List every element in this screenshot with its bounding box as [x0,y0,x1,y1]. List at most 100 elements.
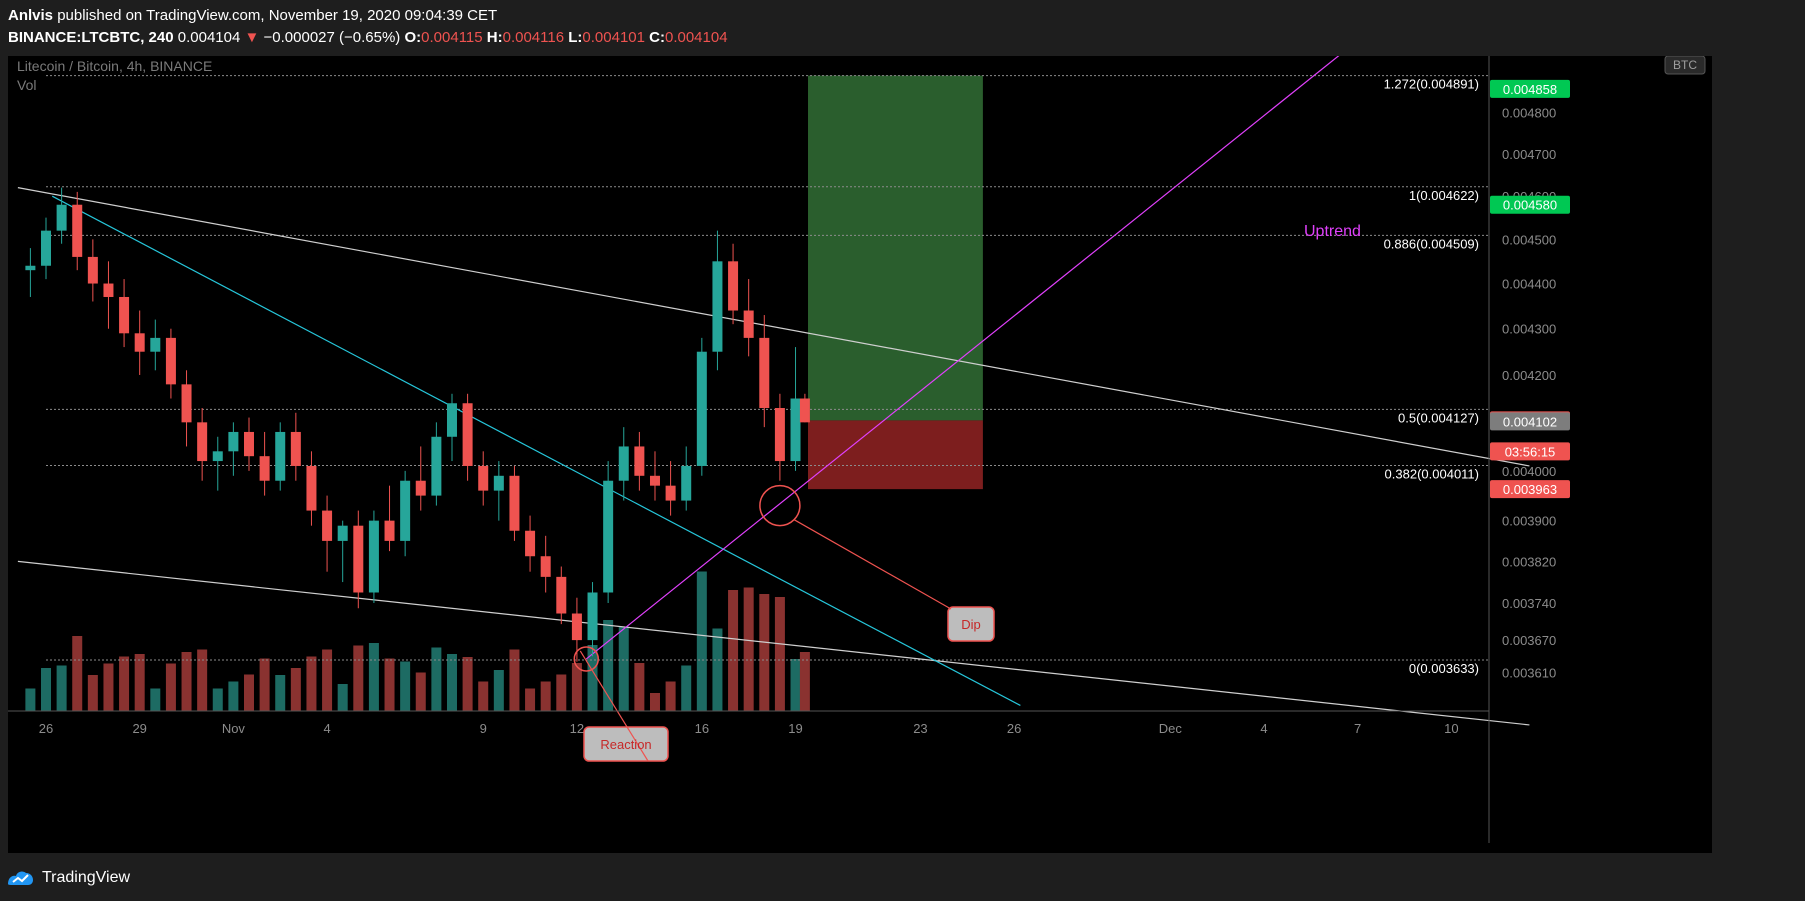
reaction-callout-label: Reaction [600,737,651,752]
candle-body [587,592,598,641]
chart-legend-title: Litecoin / Bitcoin, 4h, BINANCE [17,58,212,74]
target-zone [808,75,983,421]
volume-bar [25,688,36,711]
lower-channel-line [17,560,1530,726]
fib-level-label: 0.382(0.004011) [1385,466,1479,481]
candle-body [150,337,161,352]
volume-bar [540,681,551,711]
volume-bar [431,647,442,711]
volume-bar [41,668,51,711]
candle-body [25,265,36,271]
candle-body [259,456,270,481]
candle-body [712,261,723,352]
volume-bar [134,654,145,711]
close-value: 0.004104 [664,29,728,46]
volume-bar [56,665,67,711]
volume-legend: Vol [17,77,36,93]
candle-body [462,403,473,466]
volume-bar [681,665,692,711]
price-axis-label-box [1490,480,1570,499]
candle-body [790,398,801,462]
price-axis-tick: 0.004700 [1502,147,1556,162]
volume-bar [509,649,520,711]
candle-body [493,475,504,491]
candle-body [87,256,98,284]
volume-bar [259,658,270,711]
fib-levels: 1.272(0.004891) 1(0.004622) 0.886(0.004509… [46,75,1489,676]
high-label: H: [486,29,503,46]
price-axis-tick: 0.003610 [1502,666,1556,681]
author-name[interactable]: Anlvis [8,7,54,24]
volume-bar [165,663,176,711]
price-axis-label: 03:56:15 [1505,444,1556,459]
close-label: C: [649,29,665,46]
price-axis-label: 0.004858 [1503,82,1557,97]
price-axis-label-box [1490,195,1570,214]
reaction-callout-box [583,726,669,762]
high-value: 0.004116 [502,29,565,46]
fib-level-label: 1.272(0.004891) [1384,77,1479,92]
volume-bar [759,594,770,711]
time-axis-tick: 23 [913,721,927,736]
volume-bar [618,626,629,711]
candle-body [384,520,395,541]
price-axis-label: 0.004580 [1503,198,1557,213]
candle-body [353,525,364,593]
dip-callout-box [947,606,995,642]
candle-body [743,310,754,338]
symbol-ohlc-line: BINANCE:LTCBTC, 240 0.004104 ▼ −0.000027… [8,29,728,46]
price-axis-tick: 0.003820 [1502,554,1556,569]
reaction-circle [573,646,600,672]
price-axis-tick: 0.003670 [1502,633,1556,648]
candle-body [415,480,426,496]
volume-bar [462,657,473,711]
annotations: Reaction Dip [573,484,995,762]
volume-bar [275,675,286,711]
volume-bar [181,652,192,711]
price-axis-tick: 0.003900 [1502,514,1556,529]
price-axis-tick: 0.004800 [1502,106,1556,121]
candle-body [41,230,51,266]
volume-bar [446,654,457,711]
fib-level-label: 0(0.003633) [1409,661,1479,676]
volume-bar [197,649,208,711]
volume-bar [400,661,411,711]
candle-body [290,431,301,466]
publish-line: Anlvis published on TradingView.com, Nov… [8,7,497,24]
candle-body [212,451,223,462]
fib-level-label: 0.886(0.004509) [1384,236,1479,251]
volume-bar [493,670,504,711]
time-axis-tick: 29 [132,721,146,736]
candle-body [446,403,457,437]
footer-brand[interactable]: TradingView [42,869,131,886]
candle-body [799,398,810,423]
price-axis-label: 0.004102 [1503,414,1557,429]
volume-bar [799,652,810,711]
price-chart[interactable]: 1.272(0.004891) 1(0.004622) 0.886(0.004509… [8,56,1712,853]
candle-body [243,431,254,457]
uptrend-label: Uptrend [1304,223,1361,240]
price-axis-tick: 0.004200 [1502,368,1556,383]
volume-bar [72,636,83,711]
open-value: 0.004115 [421,29,483,46]
low-label: L: [568,29,583,46]
chart-frame[interactable]: 1.272(0.004891) 1(0.004622) 0.886(0.004509… [8,56,1712,853]
price-axis-tick: 0.004400 [1502,277,1556,292]
time-axis-tick: Dec [1159,721,1183,736]
position-zones [808,75,983,490]
volume-bar [587,645,598,711]
price-axis-label-box [1490,79,1570,98]
volume-bars [25,571,810,711]
dip-callout-pointer [793,519,952,610]
currency-badge[interactable]: BTC [1664,56,1706,75]
time-axis-tick: 16 [695,721,709,736]
dip-callout-label: Dip [961,617,981,632]
volume-bar [525,688,536,711]
volume-bar [743,587,754,711]
price-axis-tick: 0.003740 [1502,596,1556,611]
volume-bar [571,663,582,711]
candle-body [322,510,333,541]
volume-bar [103,663,114,711]
candle-body [181,384,192,423]
tradingview-logo-icon[interactable] [6,868,36,888]
